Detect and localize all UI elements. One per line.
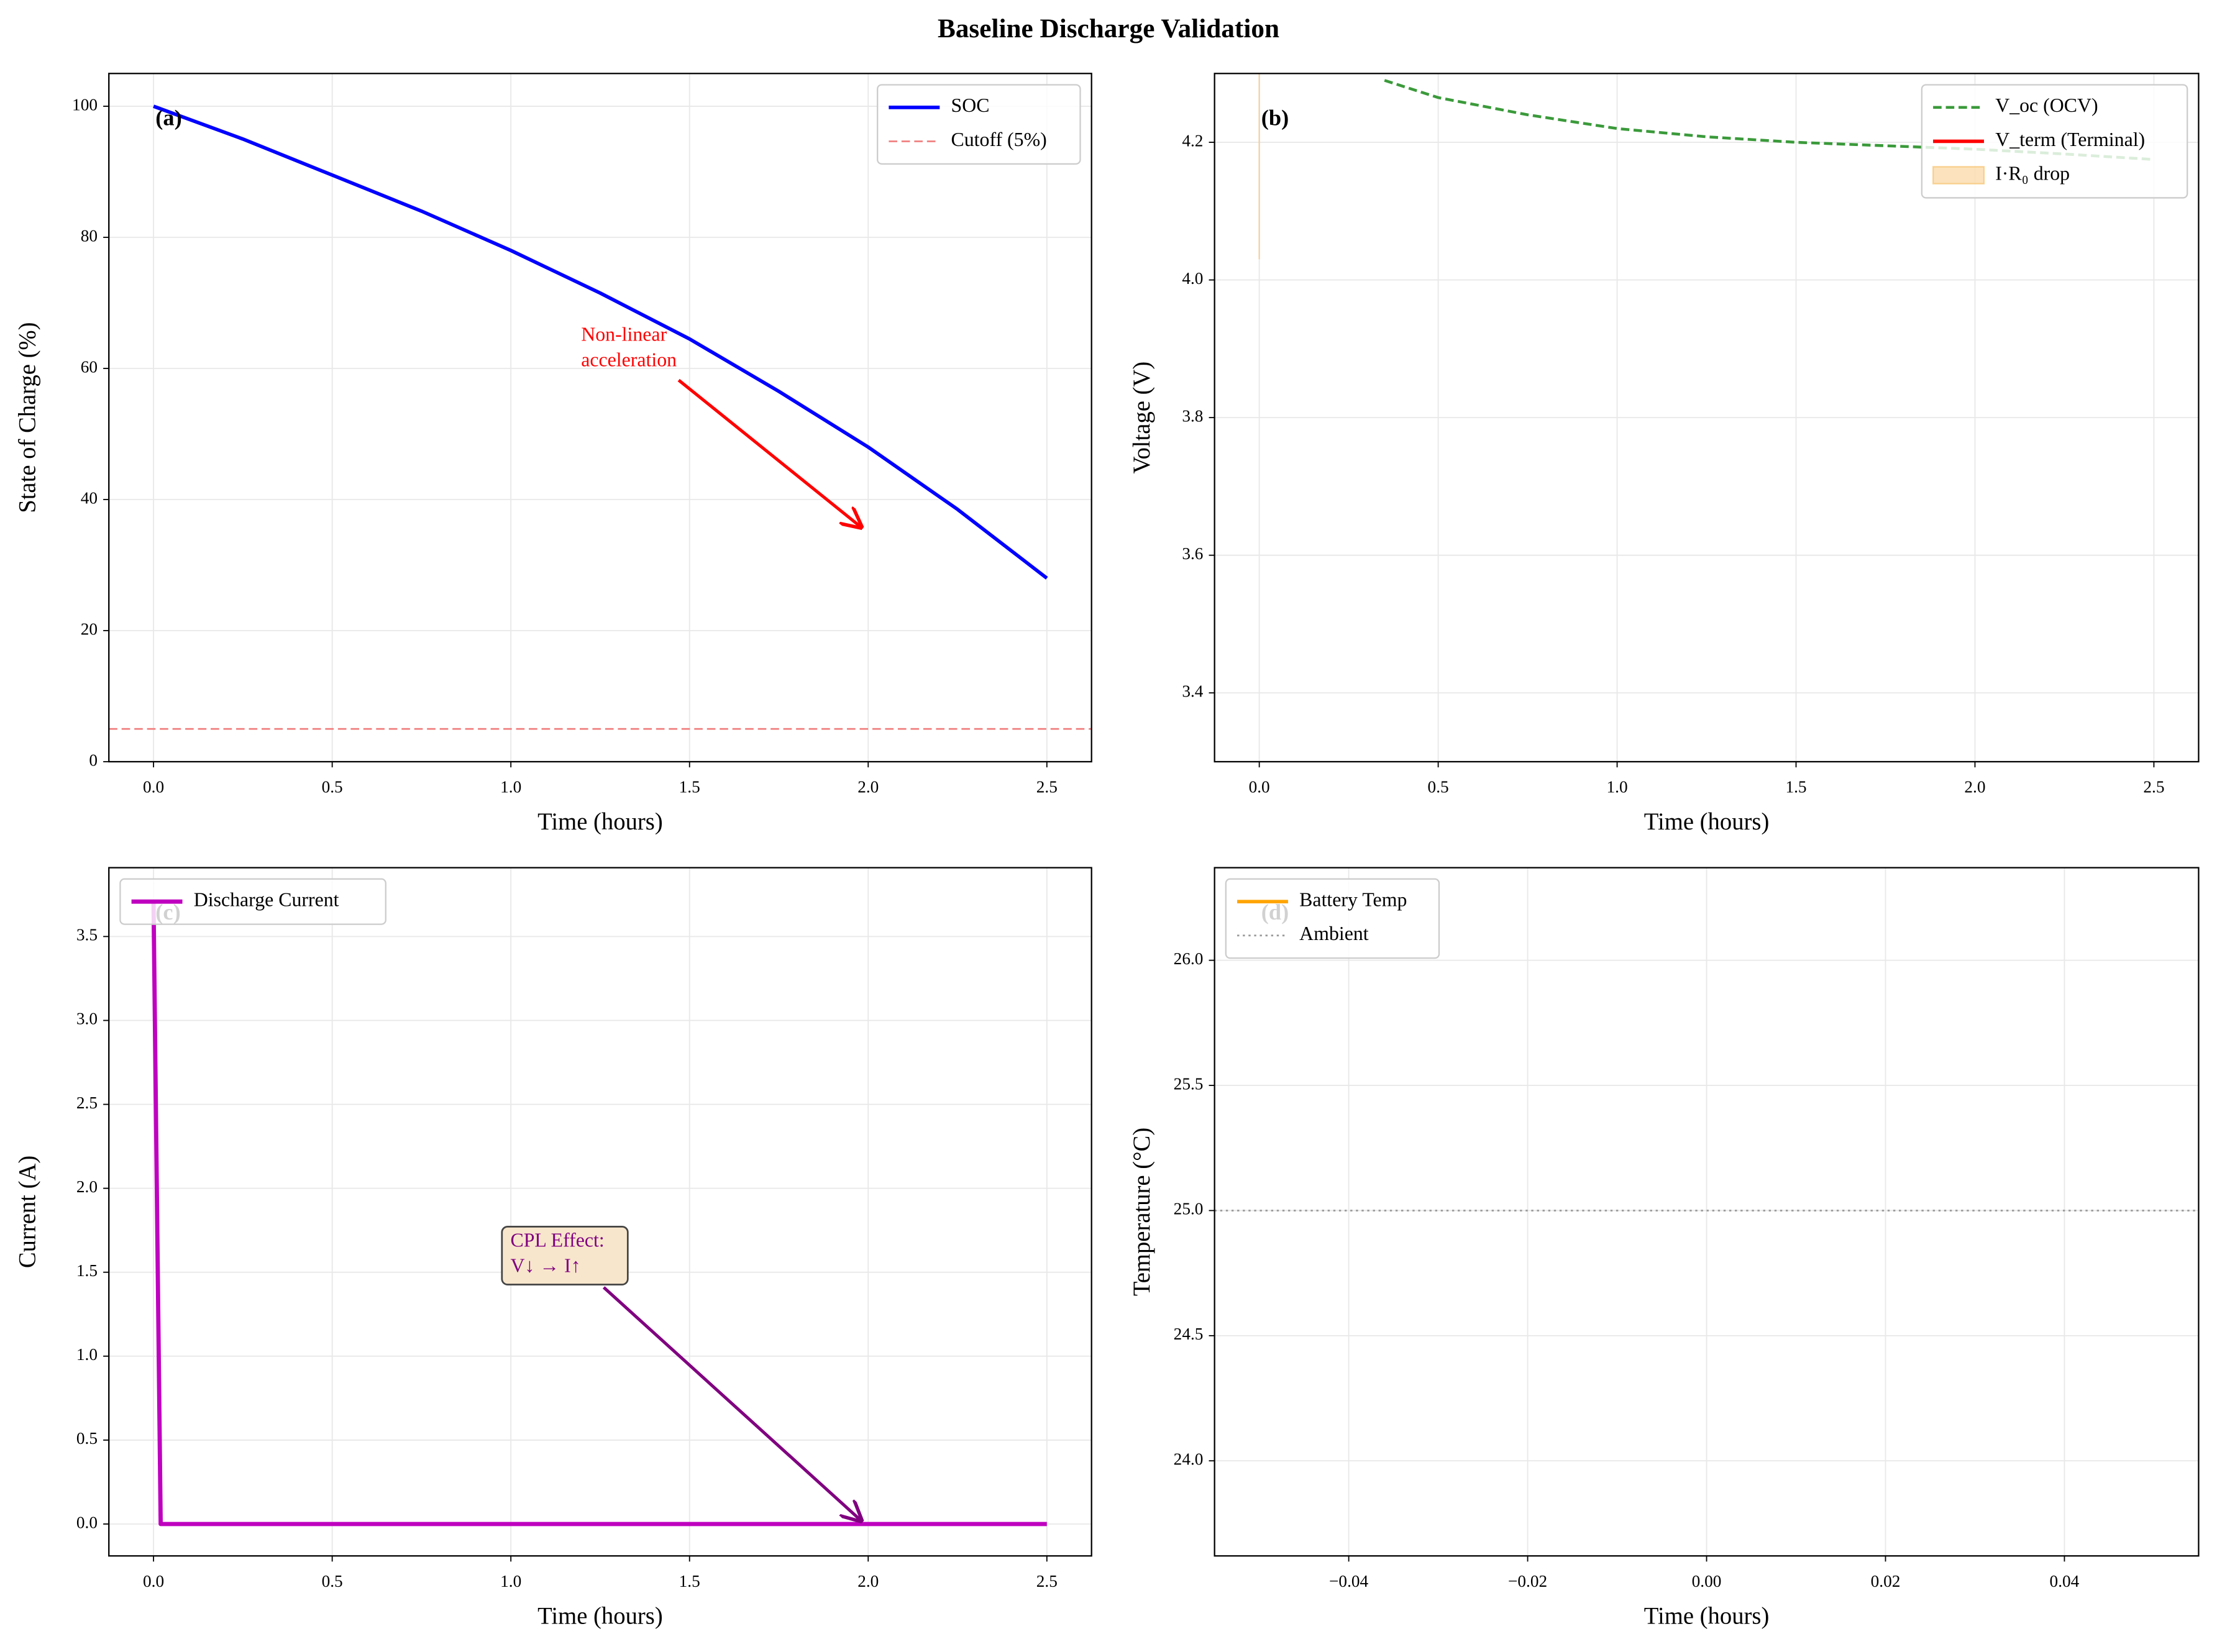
x-tick-label: 2.0: [857, 1572, 879, 1590]
x-tick-label: 0.00: [1692, 1572, 1722, 1590]
y-axis-label: Current (A): [15, 1156, 41, 1268]
legend-swatch: [1932, 166, 1985, 185]
panel: 0.0 0.5 1.0 1.5 2.0 2.5 0 20 40 60 80 100 (a) Non-lin…: [15, 73, 1092, 835]
legend-box: [119, 878, 386, 925]
x-tick-label: −0.04: [1329, 1572, 1369, 1590]
legend-label: Cutoff (5%): [951, 129, 1047, 150]
y-tick-label: 4.0: [1182, 269, 1203, 288]
y-axis-label: Voltage (V): [1129, 362, 1155, 474]
x-tick-label: 1.0: [1606, 777, 1627, 796]
x-axis-label: Time (hours): [1644, 809, 1770, 835]
x-tick-label: 2.5: [1036, 1572, 1058, 1590]
x-tick-label: 1.5: [679, 1572, 700, 1590]
x-tick-label: 0.0: [143, 777, 164, 796]
legend-label: V_oc (OCV): [1995, 94, 2098, 116]
y-tick-label: 0: [89, 751, 98, 769]
annotation-arrow: [677, 378, 861, 527]
axes-frame: [108, 73, 1092, 763]
y-tick-label: 1.5: [76, 1261, 98, 1280]
x-tick-label: −0.02: [1508, 1572, 1547, 1590]
legend-box: [1921, 84, 2188, 199]
y-tick-label: 40: [81, 488, 98, 507]
axes-frame: [108, 867, 1092, 1557]
legend-label: Ambient: [1299, 923, 1369, 944]
y-tick-label: 26.0: [1174, 949, 1204, 968]
x-tick-label: 1.5: [679, 777, 700, 796]
x-tick-label: 0.0: [143, 1572, 164, 1590]
legend-label: SOC: [951, 94, 990, 116]
x-tick-label: 2.5: [1036, 777, 1058, 796]
legend-label: Battery Temp: [1299, 889, 1407, 911]
y-tick-label: 1.0: [76, 1345, 98, 1364]
x-axis-label: Time (hours): [1644, 1603, 1770, 1629]
x-tick-label: 0.5: [322, 1572, 343, 1590]
x-tick-label: 2.0: [857, 777, 879, 796]
panel-label: (a): [155, 106, 181, 130]
y-tick-label: 24.0: [1174, 1450, 1204, 1469]
y-tick-label: 3.8: [1182, 406, 1203, 425]
x-tick-label: 0.0: [1249, 777, 1270, 796]
annotation-text: CPL Effect:: [510, 1230, 604, 1251]
annotation-box: [501, 1225, 629, 1285]
legend: V_oc (OCV) V_term (Terminal) I·R₀ drop: [1921, 84, 2188, 199]
plot-area: [109, 104, 1092, 730]
data-line: [151, 903, 1047, 1527]
fill-band: [1258, 73, 1261, 260]
y-axis-label: Temperature (°C): [1129, 1128, 1155, 1296]
legend-label: I·R₀ drop: [1995, 162, 2070, 184]
x-tick-label: 1.0: [500, 1572, 521, 1590]
legend: Battery Temp Ambient: [1225, 878, 1440, 959]
legend-box: [1225, 878, 1440, 959]
y-tick-label: 60: [81, 357, 98, 376]
panel: 0.0 0.5 1.0 1.5 2.0 2.5 0.0 0.5 1.0 1.5 2.0 2.5 3.0 3…: [15, 867, 1092, 1629]
legend-label: V_term (Terminal): [1995, 129, 2145, 150]
y-tick-label: 0.5: [76, 1429, 98, 1448]
x-axis-label: Time (hours): [537, 809, 663, 835]
plot-area: [151, 903, 1047, 1527]
y-axis-label: State of Charge (%): [15, 322, 41, 513]
y-tick-label: 25.5: [1174, 1074, 1204, 1093]
annotation-text: Non-linear: [581, 324, 667, 345]
legend-label: Discharge Current: [194, 889, 339, 911]
x-tick-label: 0.02: [1871, 1572, 1901, 1590]
y-tick-label: 3.5: [76, 926, 98, 944]
axes-frame: [1214, 867, 2200, 1557]
y-tick-label: 4.2: [1182, 131, 1203, 150]
axes-frame: [1214, 73, 2200, 763]
y-tick-label: 24.5: [1174, 1325, 1204, 1343]
x-axis-label: Time (hours): [537, 1603, 663, 1629]
x-tick-label: 1.0: [500, 777, 521, 796]
y-tick-label: 3.4: [1182, 682, 1203, 701]
y-tick-label: 2.0: [76, 1177, 98, 1196]
y-tick-label: 25.0: [1174, 1200, 1204, 1218]
y-tick-label: 0.0: [76, 1513, 98, 1531]
legend-box: [877, 84, 1081, 165]
y-tick-label: 3.0: [76, 1010, 98, 1028]
legend: Discharge Current: [119, 878, 386, 925]
x-tick-label: 0.04: [2050, 1572, 2080, 1590]
y-tick-label: 3.6: [1182, 544, 1203, 563]
y-tick-label: 80: [81, 226, 98, 245]
x-tick-label: 1.5: [1785, 777, 1806, 796]
x-tick-label: 0.5: [322, 777, 343, 796]
x-tick-label: 0.5: [1428, 777, 1449, 796]
y-tick-label: 20: [81, 619, 98, 638]
panel: −0.04 −0.02 0.00 0.02 0.04 24.0 24.5 25.0 25.5 26…: [1129, 867, 2200, 1629]
data-line: [153, 104, 1048, 580]
y-tick-label: 2.5: [76, 1093, 98, 1112]
annotation-arrow: [602, 1286, 861, 1520]
figure-title: Baseline Discharge Validation: [938, 14, 1279, 43]
x-tick-label: 2.5: [2143, 777, 2164, 796]
panel: 0.0 0.5 1.0 1.5 2.0 2.5 3.4 3.6 3.8 4.0 4.2 (b) Time…: [1129, 73, 2200, 835]
legend: SOC Cutoff (5%): [877, 84, 1081, 165]
panel-label: (b): [1261, 106, 1289, 130]
annotation-text: V↓ → I↑: [510, 1255, 580, 1277]
x-tick-label: 2.0: [1964, 777, 1985, 796]
y-tick-label: 100: [72, 95, 98, 114]
annotation-text: acceleration: [581, 349, 677, 371]
